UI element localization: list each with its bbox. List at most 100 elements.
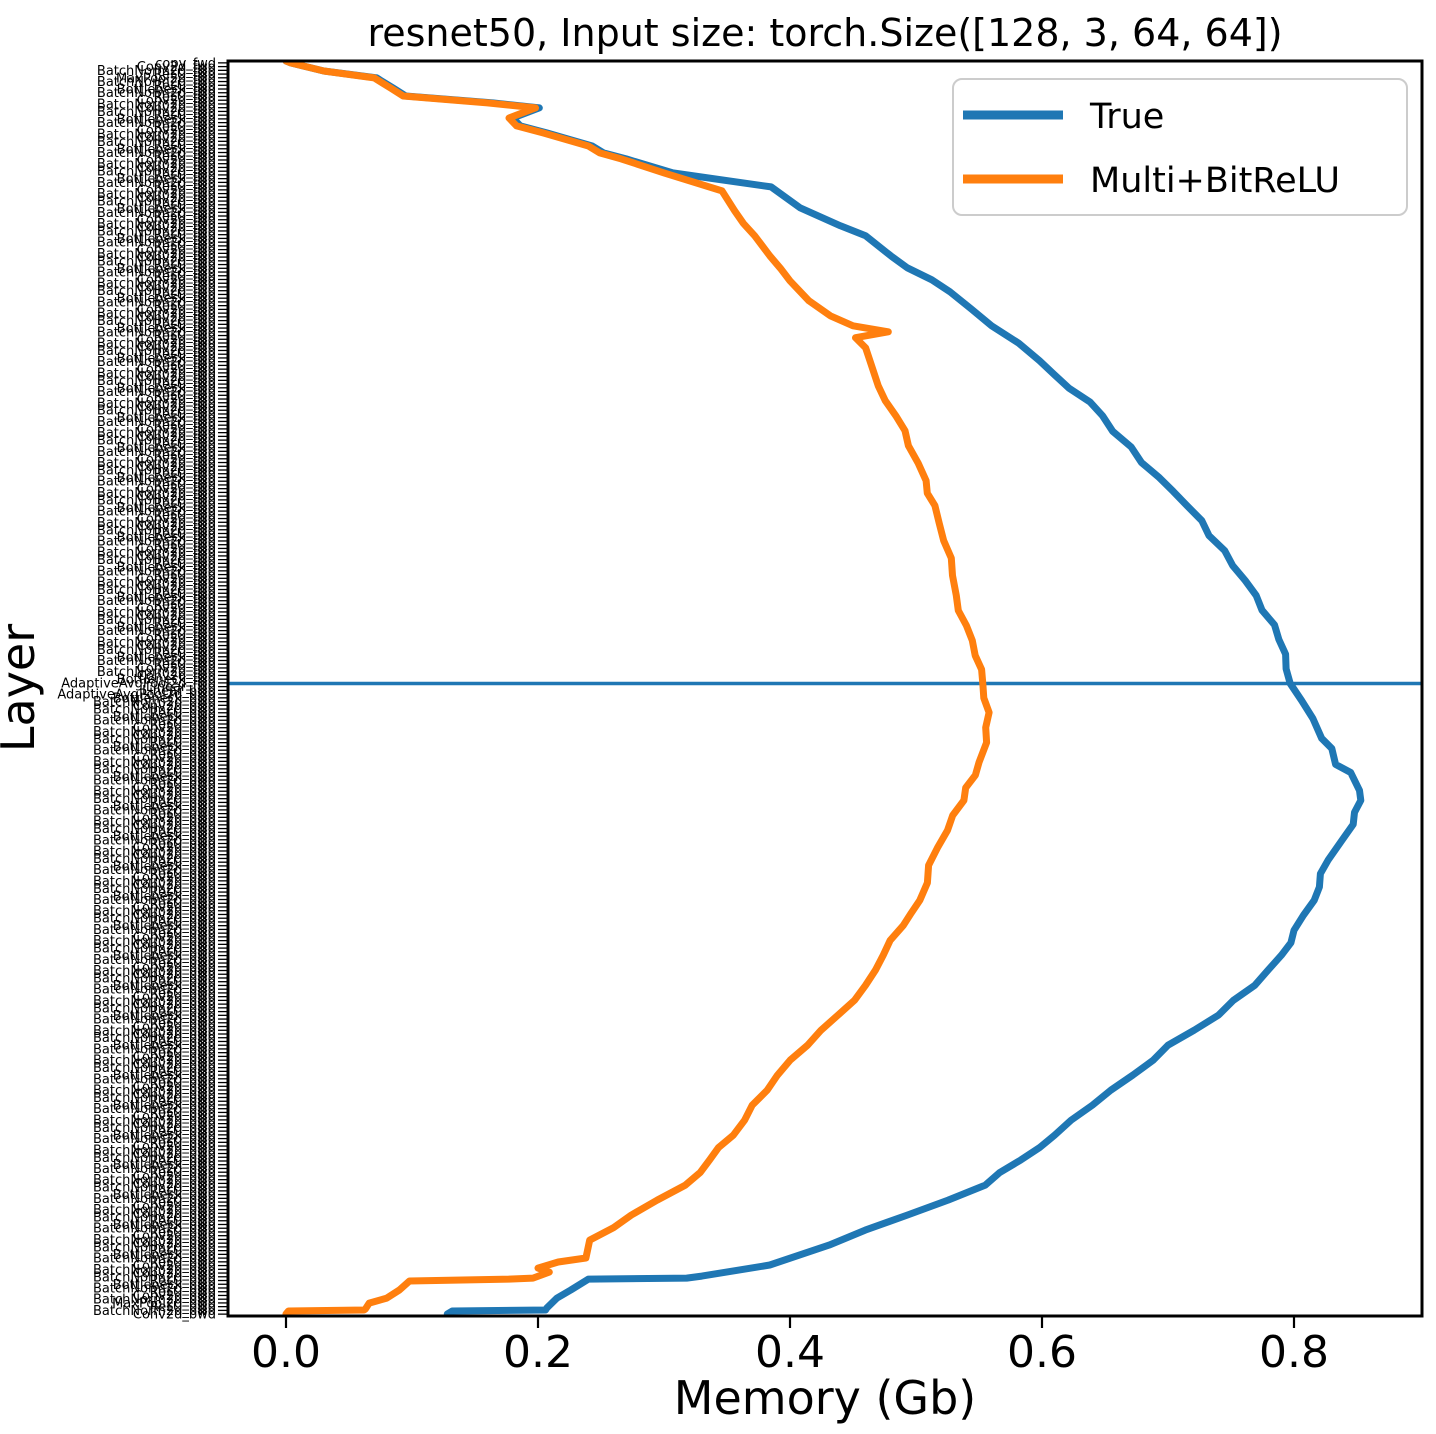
- y-tick-label: BatchNorm2d_bwd: [93, 1113, 216, 1128]
- y-tick-label: BatchNorm2d_bwd: [93, 1173, 216, 1188]
- y-tick-label: BatchNorm2d_bwd: [93, 893, 216, 908]
- y-tick-label: Conv2d_bwd: [133, 1140, 216, 1155]
- y-tick-label: BatchNorm2d_bwd: [93, 1013, 216, 1028]
- y-tick-label: BatchNorm2d_bwd: [93, 815, 216, 830]
- y-tick-label: Bottleneck_fwd: [117, 262, 216, 277]
- legend-label-multi: Multi+BitReLU: [1090, 161, 1340, 201]
- y-tick-label: Conv2d_fwd: [137, 221, 216, 236]
- y-tick-label: BatchNorm2d_bwd: [93, 1192, 216, 1207]
- y-tick-label: ReLU_fwd: [154, 407, 216, 422]
- y-tick-label: ReLU_bwd: [150, 957, 216, 972]
- y-tick-label: Conv2d_bwd: [133, 721, 216, 736]
- y-tick-label: BatchNorm2d_fwd: [97, 613, 216, 628]
- y-tick-label: BatchNorm2d_bwd: [93, 1304, 216, 1319]
- y-tick-label: BatchNorm2d_fwd: [97, 97, 216, 112]
- y-tick-label: BatchNorm2d_bwd: [93, 971, 216, 986]
- y-tick-label: Bottleneck_bwd: [113, 1278, 216, 1293]
- y-tick-label: Conv2d_fwd: [137, 661, 216, 676]
- y-tick-label: Conv2d_bwd: [133, 1169, 216, 1184]
- y-tick-label: BatchNorm2d_fwd: [97, 576, 216, 591]
- y-tick-label: BatchNorm2d_fwd: [97, 254, 216, 269]
- x-tick-label: 0.0: [251, 1327, 321, 1378]
- y-tick-label: Bottleneck_fwd: [117, 202, 216, 217]
- y-tick-label: Conv2d_bwd: [133, 1177, 216, 1192]
- y-tick-label: BatchNorm2d_bwd: [93, 1233, 216, 1248]
- y-tick-label: Bottleneck_fwd: [117, 650, 216, 665]
- y-tick-label: BatchNorm2d_bwd: [93, 1293, 216, 1308]
- y-tick-label: Bottleneck_bwd: [113, 919, 216, 934]
- y-tick-label: Conv2d_bwd: [133, 960, 216, 975]
- y-tick-label: Bottleneck_fwd: [117, 112, 216, 127]
- y-tick-label: Linear_bwd: [142, 684, 216, 699]
- y-tick-label: BatchNorm2d_fwd: [97, 594, 216, 609]
- y-tick-label: AdaptiveAvgPool2d_bwd: [57, 688, 216, 703]
- y-tick-label: Conv2d_bwd: [133, 938, 216, 953]
- y-tick-label: Conv2d_fwd: [137, 251, 216, 266]
- y-tick-label: ReLU_fwd: [154, 120, 216, 135]
- y-tick-label: Bottleneck_bwd: [113, 859, 216, 874]
- y-tick-label: Bottleneck_bwd: [113, 1218, 216, 1233]
- y-tick-label: Conv2d_fwd: [137, 213, 216, 228]
- y-tick-label: ReLU_bwd: [150, 1095, 216, 1110]
- y-tick-label: BatchNorm2d_fwd: [97, 434, 216, 449]
- y-tick-label: BatchNorm2d_fwd: [97, 456, 216, 471]
- y-tick-label: BatchNorm2d_bwd: [93, 1024, 216, 1039]
- y-tick-label: Conv2d_fwd: [137, 632, 216, 647]
- y-tick-label: ReLU_bwd: [150, 1016, 216, 1031]
- y-tick-label: Conv2d_bwd: [133, 1110, 216, 1125]
- y-tick-label: BatchNorm2d_bwd: [93, 695, 216, 710]
- y-tick-label: ReLU_bwd: [150, 826, 216, 841]
- y-tick-label: ReLU_fwd: [154, 478, 216, 493]
- y-tick-label: BatchNorm2d_fwd: [97, 236, 216, 251]
- y-tick-label: Conv2d_fwd: [137, 340, 216, 355]
- y-tick-label: BatchNorm2d_bwd: [93, 882, 216, 897]
- y-tick-label: Bottleneck_bwd: [113, 1188, 216, 1203]
- y-tick-label: BatchNorm2d_fwd: [97, 355, 216, 370]
- y-tick-label: BatchNorm2d_bwd: [93, 1143, 216, 1158]
- y-tick-label: Conv2d_fwd: [137, 460, 216, 475]
- y-tick-label: BatchNorm2d_fwd: [97, 314, 216, 329]
- y-tick-label: BatchNorm2d_bwd: [93, 1222, 216, 1237]
- y-tick-label: BatchNorm2d_bwd: [93, 1054, 216, 1069]
- y-tick-label: AdaptiveAvgPool2d_fwd: [61, 676, 216, 691]
- y-tick-label: Bottleneck_bwd: [113, 1248, 216, 1263]
- y-tick-label: ReLU_bwd: [150, 736, 216, 751]
- y-tick-label: BatchNorm2d_fwd: [97, 583, 216, 598]
- y-tick-label: Conv2d_fwd: [137, 490, 216, 505]
- y-tick-label: BatchNorm2d_bwd: [93, 792, 216, 807]
- y-tick-label: ReLU_fwd: [154, 568, 216, 583]
- y-tick-label: Conv2d_bwd: [133, 699, 216, 714]
- y-tick-label: Bottleneck_fwd: [117, 381, 216, 396]
- x-tick-label: 0.4: [755, 1327, 825, 1378]
- y-tick-label: BatchNorm2d_fwd: [97, 366, 216, 381]
- y-tick-label: ReLU_bwd: [150, 1035, 216, 1050]
- y-tick-label: Conv2d_bwd: [133, 901, 216, 916]
- y-tick-label: BatchNorm2d_fwd: [97, 475, 216, 490]
- y-tick-label: Conv2d_fwd: [137, 280, 216, 295]
- y-tick-label: BatchNorm2d_fwd: [97, 325, 216, 340]
- y-tick-label: BatchNorm2d_bwd: [93, 1270, 216, 1285]
- y-tick-label: BatchNorm2d_bwd: [93, 953, 216, 968]
- y-tick-label: Conv2d_fwd: [137, 669, 216, 684]
- y-tick-label: Bottleneck_bwd: [113, 979, 216, 994]
- y-tick-label: BatchNorm2d_bwd: [93, 844, 216, 859]
- y-tick-label: Conv2d_fwd: [137, 153, 216, 168]
- y-tick-label: ReLU_fwd: [154, 318, 216, 333]
- y-tick-label: BatchNorm2d_fwd: [97, 404, 216, 419]
- y-tick-label: ReLU_bwd: [150, 1046, 216, 1061]
- y-tick-label: BatchNorm2d_fwd: [97, 295, 216, 310]
- y-tick-label: ReLU_bwd: [150, 867, 216, 882]
- y-tick-label: ReLU_bwd: [150, 856, 216, 871]
- x-axis-ticks: [284, 1316, 1296, 1328]
- y-tick-label: Bottleneck_fwd: [117, 351, 216, 366]
- y-tick-label: Conv2d_fwd: [137, 273, 216, 288]
- legend-label-true: True: [1089, 97, 1164, 137]
- y-tick-label: ReLU_fwd: [154, 359, 216, 374]
- y-tick-label: Conv2d_bwd: [133, 1020, 216, 1035]
- y-tick-label: Bottleneck_bwd: [113, 1098, 216, 1113]
- x-axis-label: Memory (Gb): [674, 1371, 976, 1425]
- y-tick-label: Conv2d_bwd: [133, 871, 216, 886]
- y-tick-label: BatchNorm2d_bwd: [93, 983, 216, 998]
- y-tick-label: ReLU_fwd: [154, 527, 216, 542]
- data-curves: [282, 61, 1365, 1316]
